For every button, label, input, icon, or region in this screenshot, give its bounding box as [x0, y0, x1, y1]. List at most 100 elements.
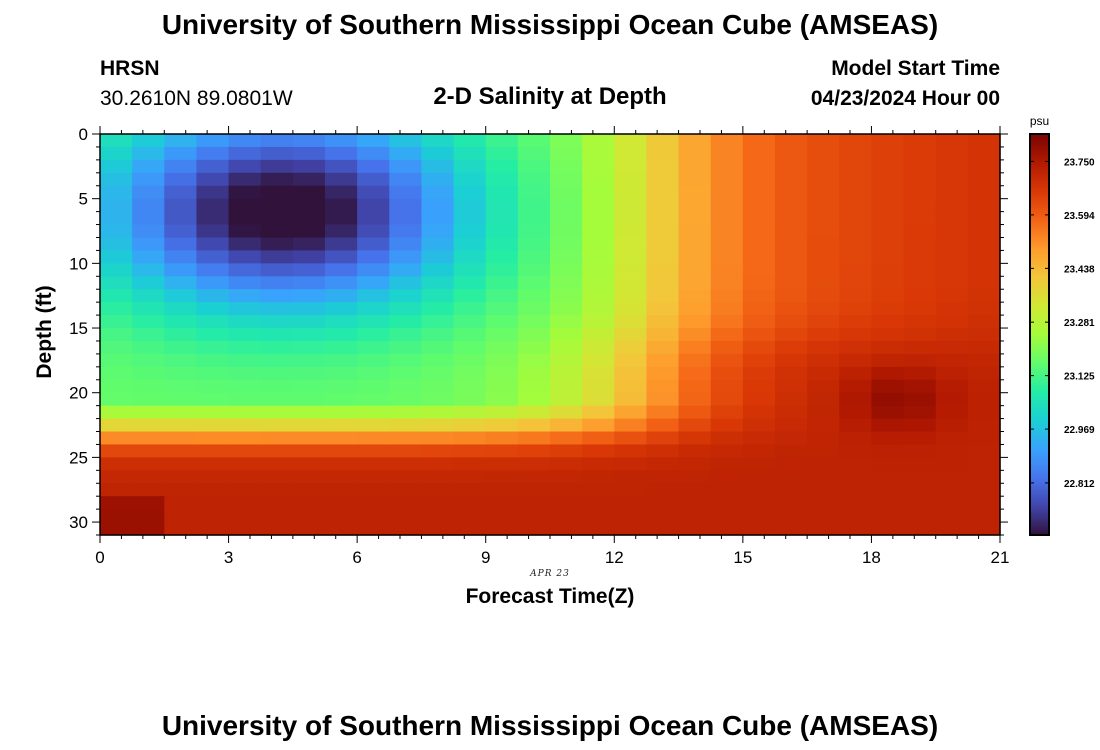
heatmap-cell	[807, 379, 840, 394]
heatmap-cell	[453, 159, 487, 174]
heatmap-cell	[228, 366, 262, 381]
heatmap-cell	[582, 328, 615, 342]
heatmap-cell	[903, 146, 937, 161]
heatmap-cell	[903, 496, 937, 510]
heatmap-cell	[517, 159, 551, 174]
heatmap-cell	[485, 457, 519, 471]
heatmap-cell	[678, 211, 712, 226]
heatmap-cell	[485, 509, 519, 523]
heatmap-cell	[228, 134, 262, 148]
heatmap-cell	[485, 198, 519, 213]
heatmap-cell	[775, 211, 808, 226]
heatmap-cell	[775, 483, 808, 497]
heatmap-cell	[646, 237, 680, 252]
heatmap-cell	[164, 522, 198, 536]
heatmap-cell	[389, 444, 423, 458]
heatmap-cell	[517, 237, 551, 252]
heatmap-cell	[260, 444, 294, 458]
heatmap-cell	[196, 198, 230, 213]
heatmap-cell	[839, 328, 873, 342]
heatmap-cell	[517, 405, 551, 420]
heatmap-cell	[839, 483, 873, 497]
heatmap-cell	[196, 405, 230, 420]
heatmap-cell	[389, 146, 423, 161]
heatmap-cell	[935, 379, 969, 394]
heatmap-cell	[710, 457, 744, 471]
heatmap-cell	[485, 340, 519, 355]
heatmap-cell	[967, 211, 1001, 226]
heatmap-cell	[100, 237, 133, 252]
heatmap-cell	[228, 263, 262, 277]
heatmap-cell	[357, 431, 390, 446]
heatmap-cell	[742, 470, 776, 484]
footer-title: University of Southern Mississippi Ocean…	[161, 710, 939, 741]
heatmap-cell	[935, 470, 969, 484]
heatmap-cell	[903, 185, 937, 200]
heatmap-cell	[485, 237, 519, 252]
heatmap-cell	[389, 276, 423, 290]
heatmap-cell	[710, 509, 744, 523]
heatmap-cell	[935, 366, 969, 381]
heatmap-cell	[839, 185, 873, 200]
heatmap-cell	[839, 198, 873, 213]
colorbar-tick-label: 23.594	[1064, 211, 1095, 222]
heatmap-cell	[903, 328, 937, 342]
heatmap-cell	[421, 418, 455, 433]
heatmap-cell	[132, 496, 165, 510]
heatmap-cell	[260, 159, 294, 174]
heatmap-cell	[807, 418, 840, 433]
heatmap-cell	[614, 315, 648, 329]
heatmap-cell	[871, 276, 905, 290]
heatmap-cell	[967, 250, 1001, 264]
heatmap-cell	[453, 431, 487, 446]
heatmap-cell	[742, 172, 776, 187]
heatmap-cell	[775, 405, 808, 420]
heatmap-cell	[260, 418, 294, 433]
heatmap-cell	[903, 366, 937, 381]
heatmap-cell	[550, 496, 583, 510]
station-name: HRSN	[100, 57, 160, 80]
heatmap-cell	[678, 353, 712, 368]
heatmap-cell	[485, 315, 519, 329]
heatmap-cell	[678, 509, 712, 523]
heatmap-cell	[325, 315, 358, 329]
heatmap-cell	[196, 392, 230, 407]
heatmap-cell	[517, 315, 551, 329]
heatmap-cell	[582, 366, 615, 381]
heatmap-cell	[357, 340, 390, 355]
heatmap-cell	[132, 276, 165, 290]
heatmap-cell	[164, 185, 198, 200]
heatmap-cell	[421, 237, 455, 252]
y-tick-label: 30	[69, 513, 88, 532]
heatmap-cell	[517, 198, 551, 213]
heatmap-cell	[967, 431, 1001, 446]
heatmap-cell	[389, 483, 423, 497]
heatmap-cell	[839, 457, 873, 471]
heatmap-cell	[678, 302, 712, 316]
heatmap-cell	[550, 276, 583, 290]
heatmap-cell	[292, 405, 326, 420]
heatmap-cell	[550, 237, 583, 252]
heatmap-cell	[775, 379, 808, 394]
heatmap-cell	[871, 470, 905, 484]
heatmap-cell	[357, 159, 390, 174]
heatmap-cell	[582, 302, 615, 316]
heatmap-cell	[357, 522, 390, 536]
heatmap-cell	[710, 146, 744, 161]
x-axis-label: Forecast Time(Z)	[465, 585, 635, 608]
heatmap-cell	[517, 379, 551, 394]
heatmap-cell	[807, 289, 840, 303]
heatmap-cell	[228, 392, 262, 407]
heatmap-cell	[325, 405, 358, 420]
heatmap-cell	[742, 289, 776, 303]
heatmap-cell	[421, 405, 455, 420]
heatmap-cell	[550, 418, 583, 433]
heatmap-cell	[903, 392, 937, 407]
heatmap-cell	[742, 496, 776, 510]
heatmap-cell	[100, 366, 133, 381]
heatmap-cell	[742, 263, 776, 277]
heatmap-cell	[421, 250, 455, 264]
heatmap-cell	[453, 379, 487, 394]
heatmap-cell	[389, 470, 423, 484]
heatmap-cell	[839, 250, 873, 264]
